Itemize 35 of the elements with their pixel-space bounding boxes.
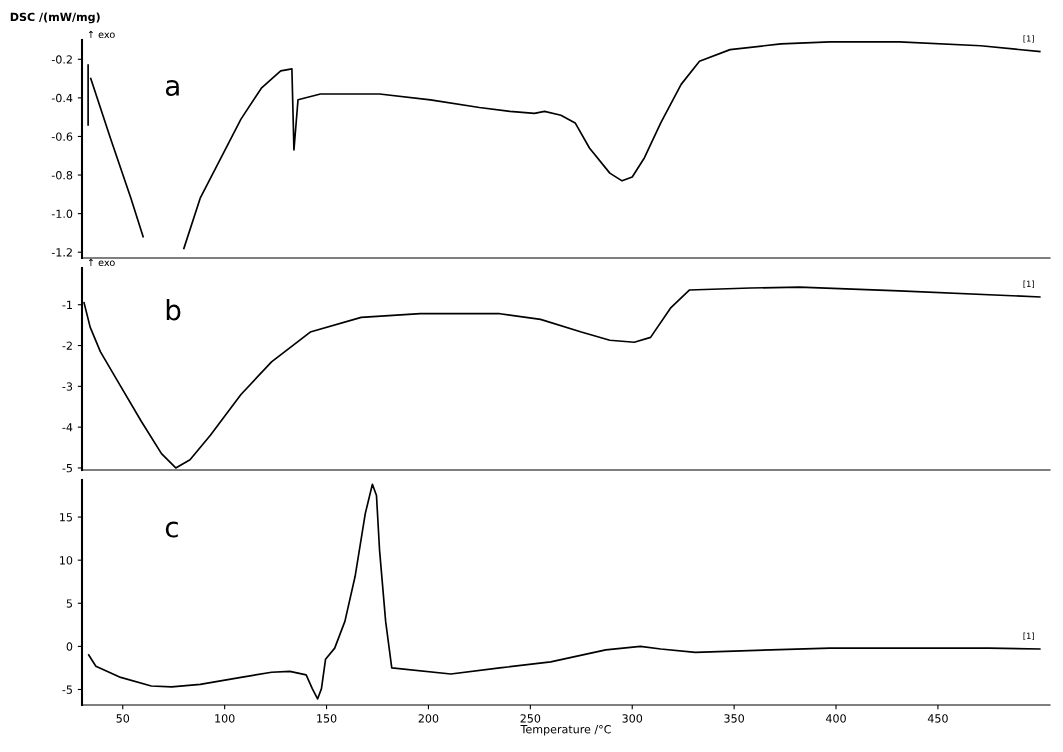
annotation: [1] [1023,35,1034,43]
x-tick-label: 100 [215,714,235,723]
y-tick-label: -0.6 [51,132,73,141]
text: ↑ exo [88,258,115,267]
x-tick-label: 150 [317,714,337,723]
annotation: b [166,299,181,321]
y-tick-label: -5 [62,685,72,694]
y-tick-label: -1.0 [51,209,73,219]
x-axis-title: Temperature /°C [520,724,611,736]
annotation: a [165,80,179,97]
y-tick-label: -4 [62,423,73,432]
y-tick-label: -0.2 [51,55,72,64]
y-tick-label: -2 [62,341,72,350]
y-axis-title: DSC /(mW/mg) [10,12,100,24]
y-tick-label: -1 [62,300,72,309]
x-tick-label: 450 [927,714,948,723]
x-tick-label: 300 [622,714,643,723]
y-tick-label: -0.8 [51,171,73,180]
y-tick-label: 0 [66,642,73,651]
x-tick-label: 250 [520,714,541,723]
y-tick-label: 10 [60,556,73,565]
x-tick-label: 200 [418,714,439,723]
x-tick-label: 400 [825,714,846,723]
y-tick-label: -1.2 [51,248,72,257]
annotation: [1] [1023,632,1034,640]
y-tick-label: 5 [66,599,72,608]
y-tick-label: -5 [62,464,72,473]
text: ↑ exo [88,30,115,39]
x-tick-label: 50 [116,714,130,723]
x-tick-label: 350 [724,714,744,723]
annotation: [1] [1023,280,1034,289]
annotation: c [165,521,178,538]
y-tick-label: -3 [62,382,73,391]
y-tick-label: 15 [60,513,72,522]
y-tick-label: -0.4 [51,93,73,103]
